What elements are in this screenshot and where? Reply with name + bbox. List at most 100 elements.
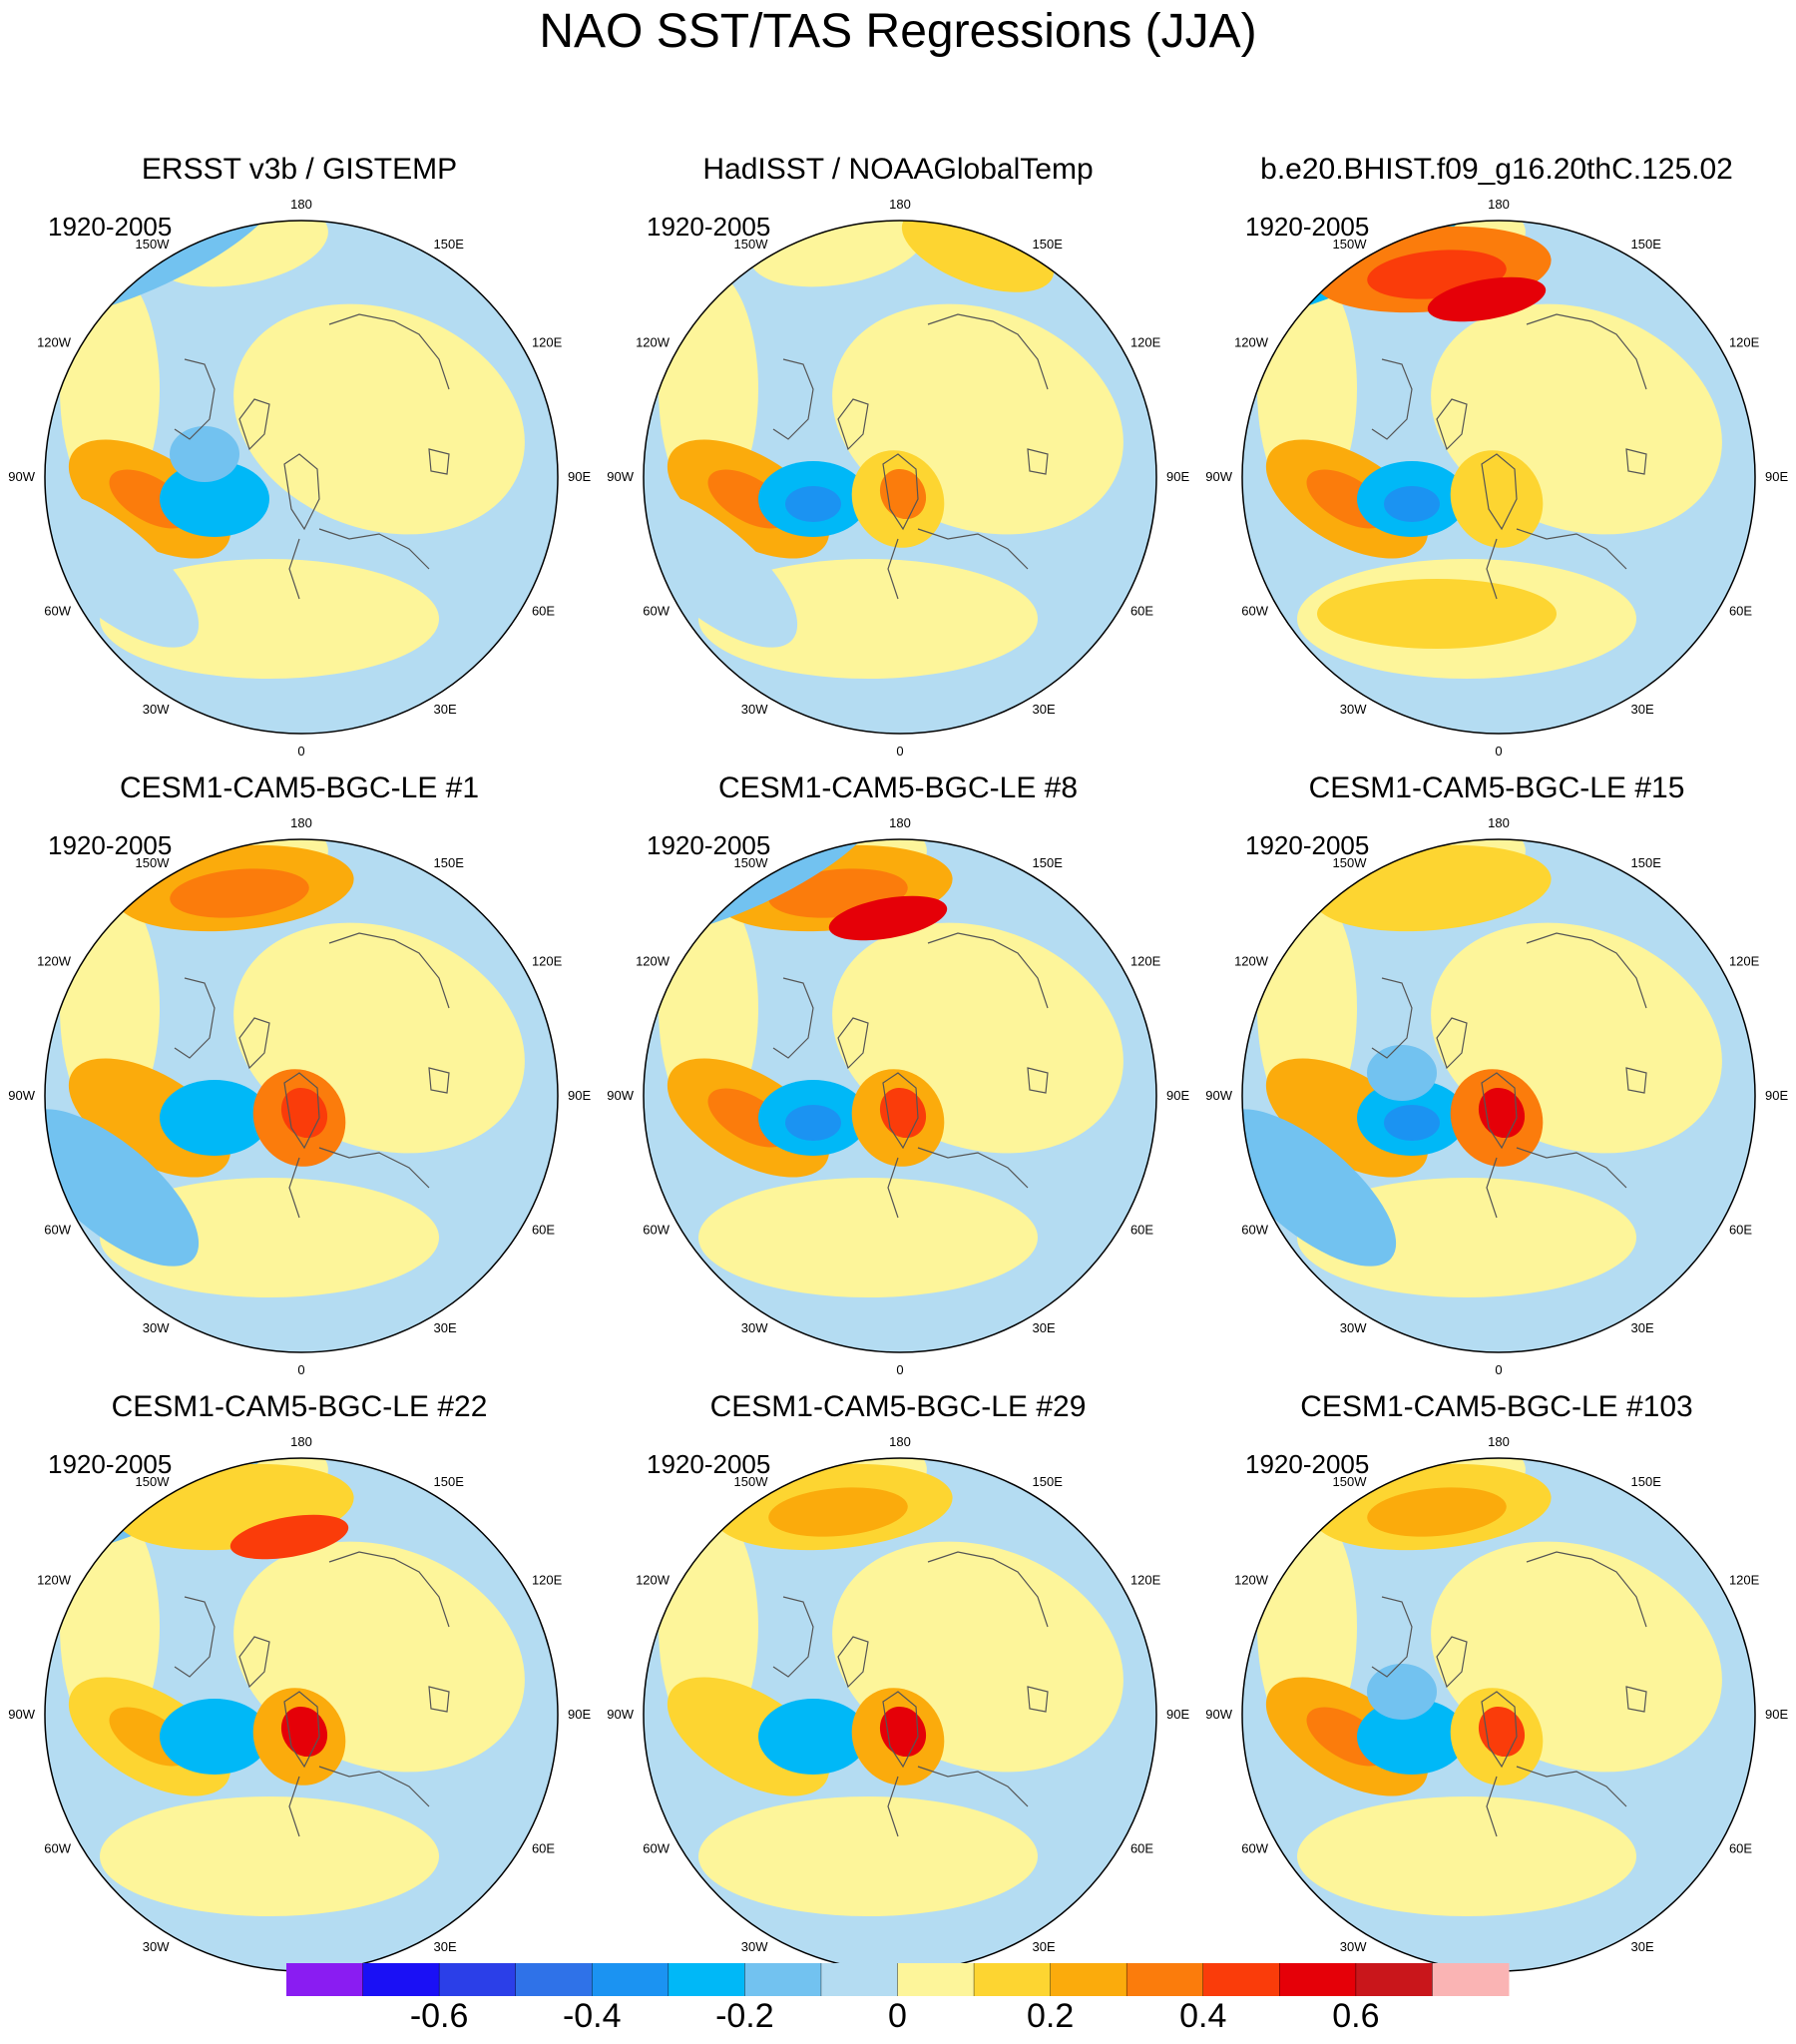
longitude-label: 120E — [532, 335, 563, 350]
coastline — [882, 453, 919, 531]
coastline — [927, 1551, 1049, 1628]
coastline — [1625, 448, 1647, 475]
coastline — [1486, 1157, 1498, 1219]
longitude-label: 150E — [1033, 1474, 1064, 1489]
colorbar-box — [1202, 1963, 1280, 1996]
longitude-label: 150E — [1631, 855, 1662, 870]
longitude-label: 120E — [1729, 1573, 1760, 1588]
colorbar-box — [668, 1963, 745, 1996]
coastline — [238, 1636, 270, 1689]
positive-anomaly-region — [698, 1178, 1038, 1297]
longitude-label: 60E — [1130, 604, 1153, 619]
coastline — [238, 1017, 270, 1070]
longitude-label: 30E — [1033, 702, 1056, 717]
longitude-label: 60W — [643, 604, 670, 619]
map-boundary — [643, 220, 1157, 735]
coastline — [1027, 1686, 1049, 1713]
coastline — [1486, 538, 1498, 600]
coastline — [882, 1072, 919, 1150]
coastline — [1516, 528, 1627, 570]
coastline — [283, 453, 320, 531]
anomaly-contour — [45, 490, 200, 648]
longitude-label: 60W — [643, 1841, 670, 1856]
anomaly-contour — [1242, 1109, 1397, 1267]
panel-period: 1920-2005 — [1245, 212, 1370, 242]
longitude-label: 120W — [37, 335, 72, 350]
coastline — [428, 448, 450, 475]
colorbar-label: -0.2 — [715, 1997, 774, 2035]
longitude-label: 60E — [532, 1841, 555, 1856]
anomaly-contour — [187, 1105, 242, 1141]
coastline — [772, 977, 814, 1059]
longitude-label: 60E — [1729, 604, 1752, 619]
longitude-label: 180 — [1488, 1434, 1510, 1449]
longitude-label: 180 — [1488, 197, 1510, 212]
coastline — [882, 1691, 919, 1769]
coastline — [1486, 1776, 1498, 1837]
positive-anomaly-region — [233, 303, 525, 535]
figure-title: NAO SST/TAS Regressions (JJA) — [539, 5, 1257, 58]
colorbar-box — [362, 1963, 440, 1996]
longitude-label: 30W — [143, 702, 170, 717]
longitude-label: 60W — [1241, 1841, 1268, 1856]
colorbar-box — [1126, 1963, 1204, 1996]
longitude-label: 30E — [434, 1939, 457, 1954]
colorbar-box — [897, 1963, 975, 1996]
longitude-label: 30E — [1033, 1320, 1056, 1335]
longitude-label: 150W — [1333, 237, 1368, 252]
longitude-label: 120E — [1130, 954, 1161, 969]
map-boundary — [1241, 838, 1756, 1353]
map-boundary — [643, 838, 1157, 1353]
panel-period: 1920-2005 — [48, 1449, 173, 1479]
anomaly-contour — [1367, 1664, 1437, 1720]
colorbar-box — [974, 1963, 1052, 1996]
longitude-label: 180 — [1488, 815, 1510, 830]
anomaly-contour — [785, 486, 841, 522]
longitude-label: 30W — [741, 702, 768, 717]
anomaly-contour — [644, 490, 798, 648]
colorbar-box — [1432, 1963, 1510, 1996]
coastline — [318, 1766, 430, 1807]
longitude-label: 150E — [1631, 1474, 1662, 1489]
panel-period: 1920-2005 — [48, 212, 173, 242]
coastline — [288, 1157, 300, 1219]
coastline — [772, 1596, 814, 1678]
longitude-label: 150W — [1333, 1474, 1368, 1489]
longitude-label: 30E — [1631, 702, 1654, 717]
panel-title: CESM1-CAM5-BGC-LE #103 — [1300, 1390, 1693, 1423]
positive-anomaly-region — [698, 1796, 1038, 1916]
longitude-label: 150E — [1631, 237, 1662, 252]
map-panel: CESM1-CAM5-BGC-LE #1 1920-2005 180 150E 120E… — [0, 679, 599, 1377]
panel-period: 1920-2005 — [647, 1449, 771, 1479]
map-boundary — [44, 220, 559, 735]
panel-title: ERSST v3b / GISTEMP — [141, 153, 458, 186]
coastline — [1526, 1551, 1647, 1628]
longitude-label: 180 — [889, 1434, 911, 1449]
longitude-label: 90W — [1205, 1707, 1232, 1722]
coastline — [328, 313, 450, 390]
coastline — [1625, 1686, 1647, 1713]
anomaly-contour — [1317, 579, 1557, 649]
coastline — [1436, 1017, 1468, 1070]
longitude-label: 60E — [1130, 1223, 1153, 1238]
longitude-label: 90W — [8, 1707, 35, 1722]
anomaly-contour — [1384, 486, 1440, 522]
colorbar-label: -0.6 — [409, 1997, 469, 2035]
coastline — [1516, 1147, 1627, 1189]
longitude-label: 90W — [607, 1088, 634, 1103]
longitude-label: 60W — [643, 1223, 670, 1238]
longitude-label: 60W — [1241, 604, 1268, 619]
longitude-label: 90E — [1765, 469, 1788, 484]
longitude-label: 0 — [297, 744, 304, 759]
longitude-label: 120W — [37, 1573, 72, 1588]
map-panel: CESM1-CAM5-BGC-LE #8 1920-2005 180 150E 120E… — [599, 679, 1197, 1377]
anomaly-contour — [901, 221, 1055, 292]
panel-title: b.e20.BHIST.f09_g16.20thC.125.02 — [1260, 153, 1733, 186]
coastline — [927, 932, 1049, 1009]
longitude-label: 30W — [1340, 1939, 1367, 1954]
longitude-label: 150W — [136, 855, 171, 870]
colorbar-label: 0.2 — [1026, 1997, 1075, 2035]
